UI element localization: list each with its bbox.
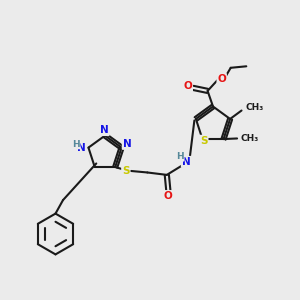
- Text: CH₃: CH₃: [241, 134, 259, 143]
- Text: O: O: [183, 81, 192, 92]
- Text: N: N: [182, 157, 190, 167]
- Text: H: H: [176, 152, 184, 161]
- Text: O: O: [164, 191, 173, 201]
- Text: O: O: [217, 74, 226, 84]
- Text: N: N: [100, 125, 109, 135]
- Text: S: S: [200, 136, 208, 146]
- Text: S: S: [122, 166, 130, 176]
- Text: N: N: [123, 139, 131, 149]
- Text: H: H: [72, 140, 80, 148]
- Text: CH₃: CH₃: [245, 103, 263, 112]
- Text: N: N: [77, 142, 86, 153]
